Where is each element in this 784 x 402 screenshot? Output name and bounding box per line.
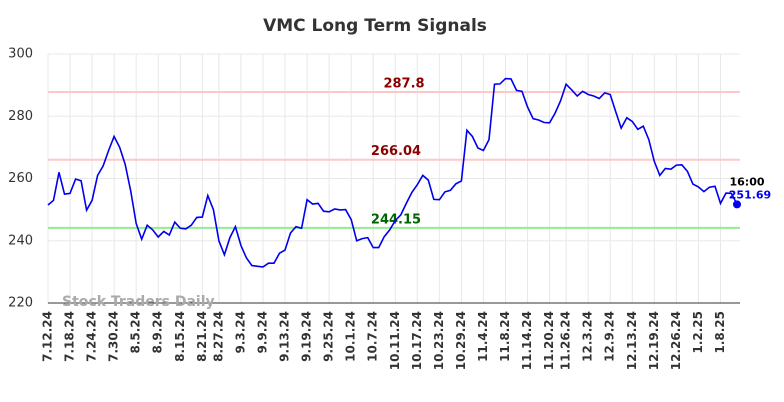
x-tick-label: 10.7.24 xyxy=(366,311,380,362)
x-tick-label: 7.18.24 xyxy=(63,311,77,362)
x-tick-label: 8.27.24 xyxy=(211,311,225,362)
x-tick-label: 12.9.24 xyxy=(603,311,617,362)
last-time: 16:00 xyxy=(729,175,764,188)
x-tick-label: 8.15.24 xyxy=(173,311,187,362)
x-tick-label: 12.3.24 xyxy=(581,311,595,362)
x-tick-label: 11.8.24 xyxy=(498,311,512,362)
x-tick-label: 8.9.24 xyxy=(151,311,165,354)
y-tick-label: 280 xyxy=(8,109,33,124)
x-tick-label: 10.1.24 xyxy=(344,311,358,362)
watermark: Stock Traders Daily xyxy=(62,294,215,310)
y-tick-label: 240 xyxy=(8,233,33,248)
x-tick-label: 7.30.24 xyxy=(107,311,121,362)
x-tick-label: 12.19.24 xyxy=(647,311,661,370)
x-tick-label: 10.23.24 xyxy=(432,311,446,370)
y-tick-label: 300 xyxy=(8,47,33,62)
level-label: 266.04 xyxy=(371,144,421,159)
x-tick-label: 8.21.24 xyxy=(195,311,209,362)
chart-title: VMC Long Term Signals xyxy=(263,16,487,36)
x-tick-label: 10.17.24 xyxy=(410,311,424,370)
x-tick-label: 1.8.25 xyxy=(713,311,727,354)
x-tick-label: 9.25.24 xyxy=(322,311,336,362)
x-tick-label: 11.20.24 xyxy=(542,311,556,370)
x-tick-label: 10.29.24 xyxy=(454,311,468,370)
x-tick-label: 11.26.24 xyxy=(559,311,573,370)
x-tick-label: 7.24.24 xyxy=(85,311,99,362)
x-tick-label: 11.14.24 xyxy=(520,311,534,370)
y-tick-label: 220 xyxy=(8,296,33,311)
level-label: 287.8 xyxy=(383,76,424,91)
x-tick-label: 1.2.25 xyxy=(691,311,705,354)
x-tick-label: 12.13.24 xyxy=(625,311,639,370)
price-line xyxy=(47,77,738,268)
last-value: 251.69 xyxy=(729,188,771,201)
x-tick-label: 9.9.24 xyxy=(255,311,269,354)
x-tick-label: 7.12.24 xyxy=(41,311,55,362)
last-point xyxy=(733,200,741,209)
x-tick-label: 8.5.24 xyxy=(129,311,143,354)
y-tick-label: 260 xyxy=(8,171,33,186)
x-tick-label: 9.13.24 xyxy=(278,311,292,362)
x-tick-label: 12.26.24 xyxy=(669,311,683,370)
x-tick-label: 10.11.24 xyxy=(388,311,402,370)
x-tick-label: 9.3.24 xyxy=(233,311,247,354)
x-tick-label: 11.4.24 xyxy=(476,311,490,362)
x-tick-label: 9.19.24 xyxy=(300,311,314,362)
